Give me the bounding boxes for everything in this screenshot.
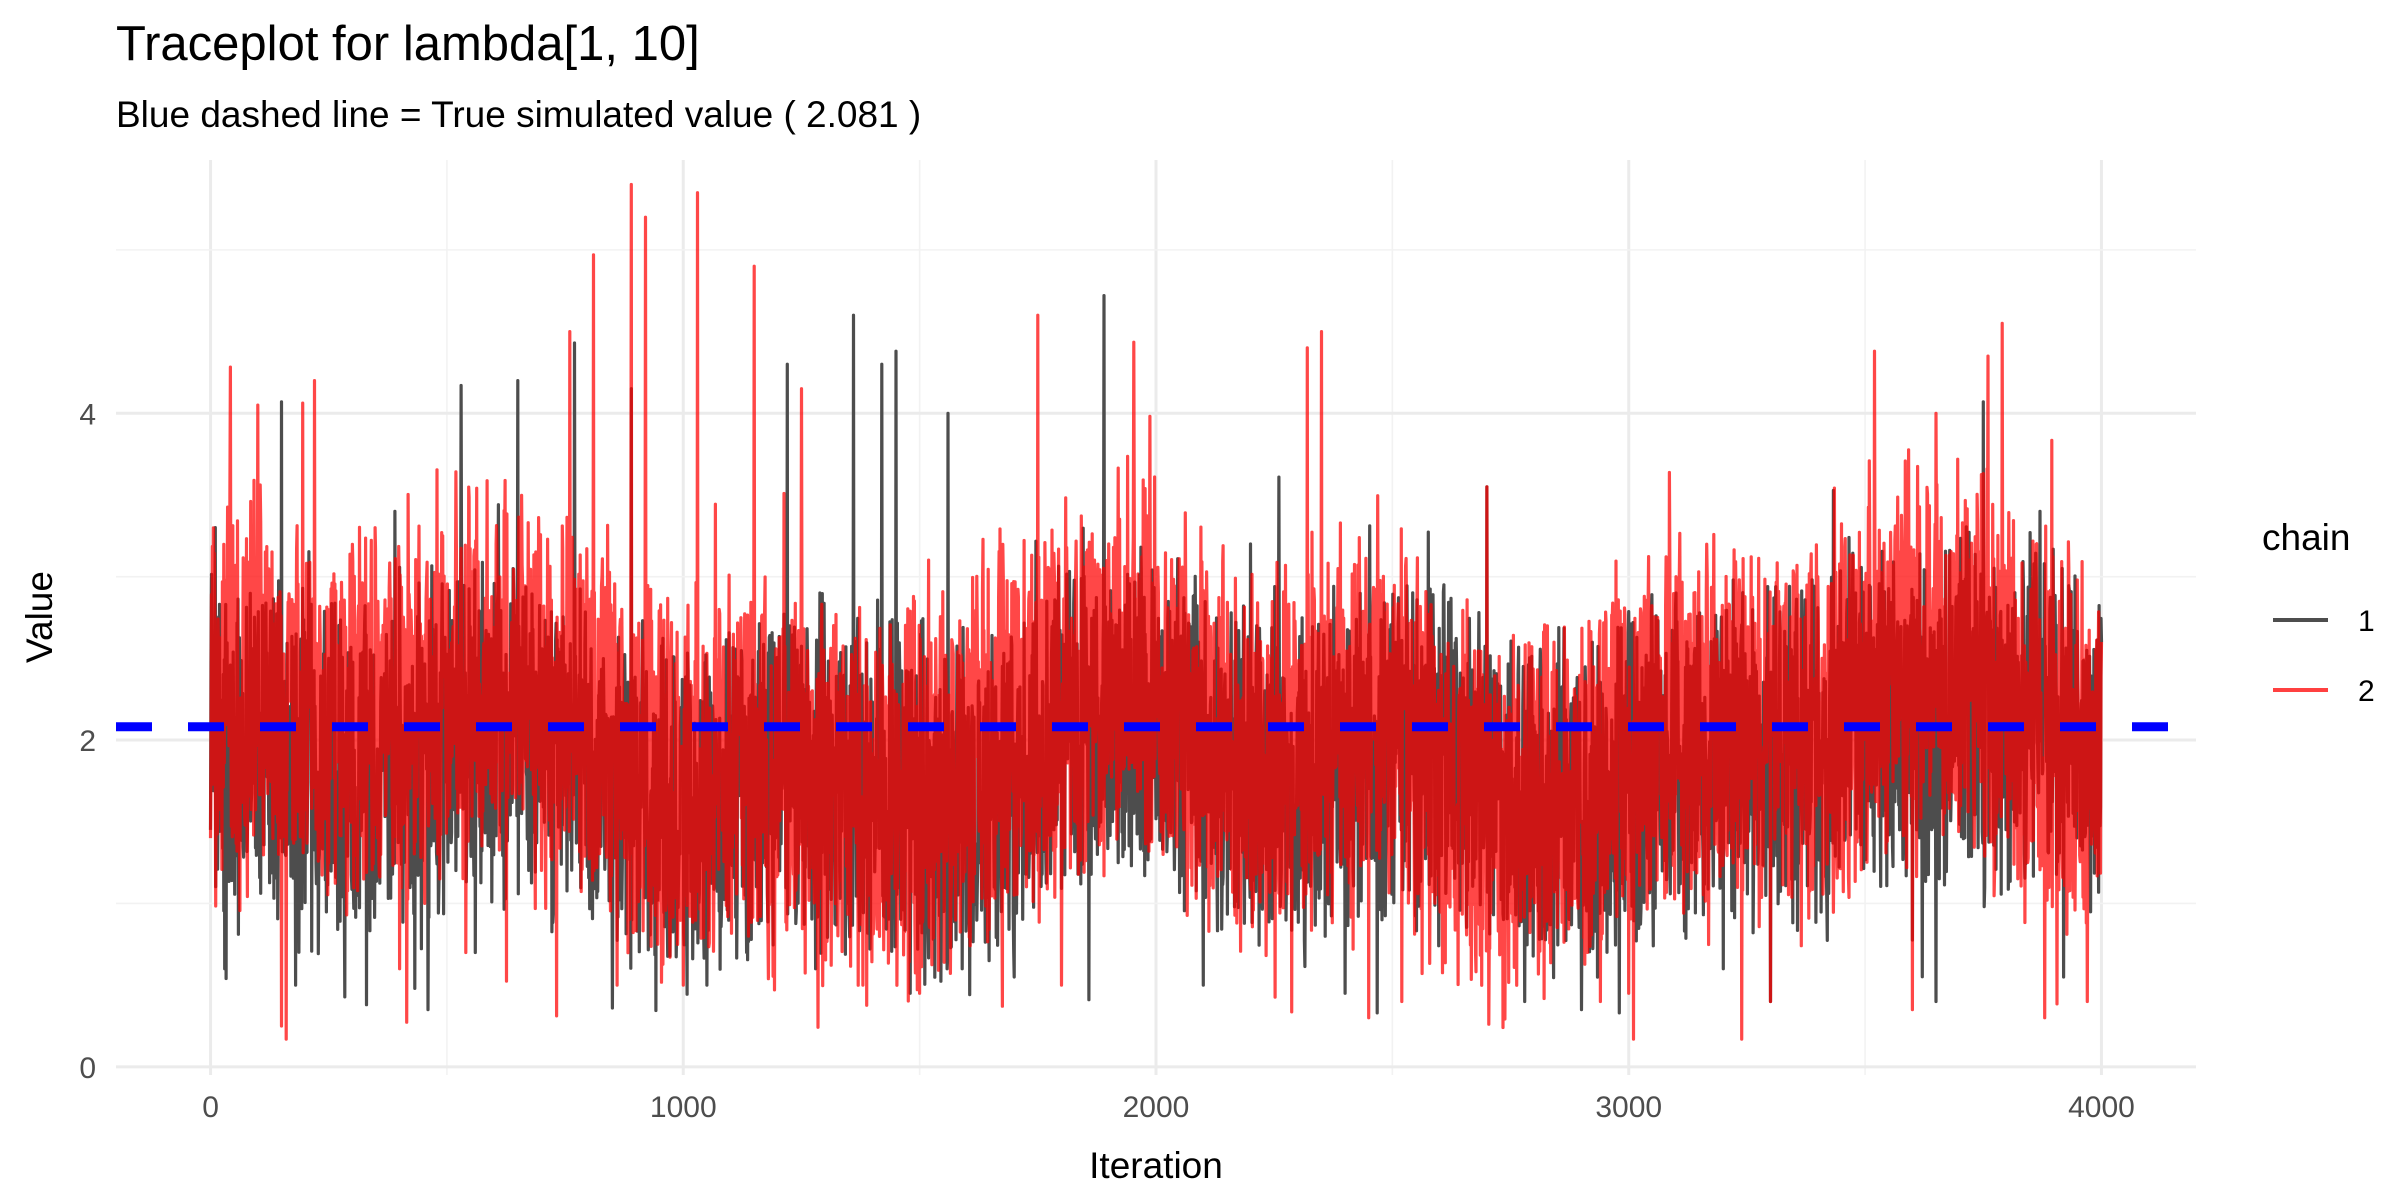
legend-title: chain <box>2262 517 2350 558</box>
y-tick-label: 4 <box>79 398 96 431</box>
x-tick-label: 0 <box>202 1091 219 1124</box>
x-axis-title: Iteration <box>1089 1145 1223 1186</box>
x-tick-label: 4000 <box>2068 1091 2135 1124</box>
y-axis-ticks: 0 2 4 <box>79 398 96 1085</box>
series-layer <box>208 182 2104 1041</box>
grid-lines <box>116 160 2196 1075</box>
x-axis-ticks: 0 1000 2000 3000 4000 <box>202 1091 2135 1124</box>
chart-subtitle: Blue dashed line = True simulated value … <box>116 94 921 135</box>
series-line-chain-2 <box>208 182 2104 1041</box>
legend: chain 1 2 <box>2262 517 2375 708</box>
legend-label-chain-2: 2 <box>2358 675 2375 708</box>
y-axis-title: Value <box>19 571 60 663</box>
plot-area <box>116 182 2196 1041</box>
x-tick-label: 1000 <box>650 1091 717 1124</box>
x-tick-label: 3000 <box>1595 1091 1662 1124</box>
y-tick-label: 2 <box>79 725 96 758</box>
x-tick-label: 2000 <box>1123 1091 1190 1124</box>
legend-label-chain-1: 1 <box>2358 605 2375 638</box>
y-tick-label: 0 <box>79 1052 96 1085</box>
chart-title: Traceplot for lambda[1, 10] <box>116 17 700 71</box>
